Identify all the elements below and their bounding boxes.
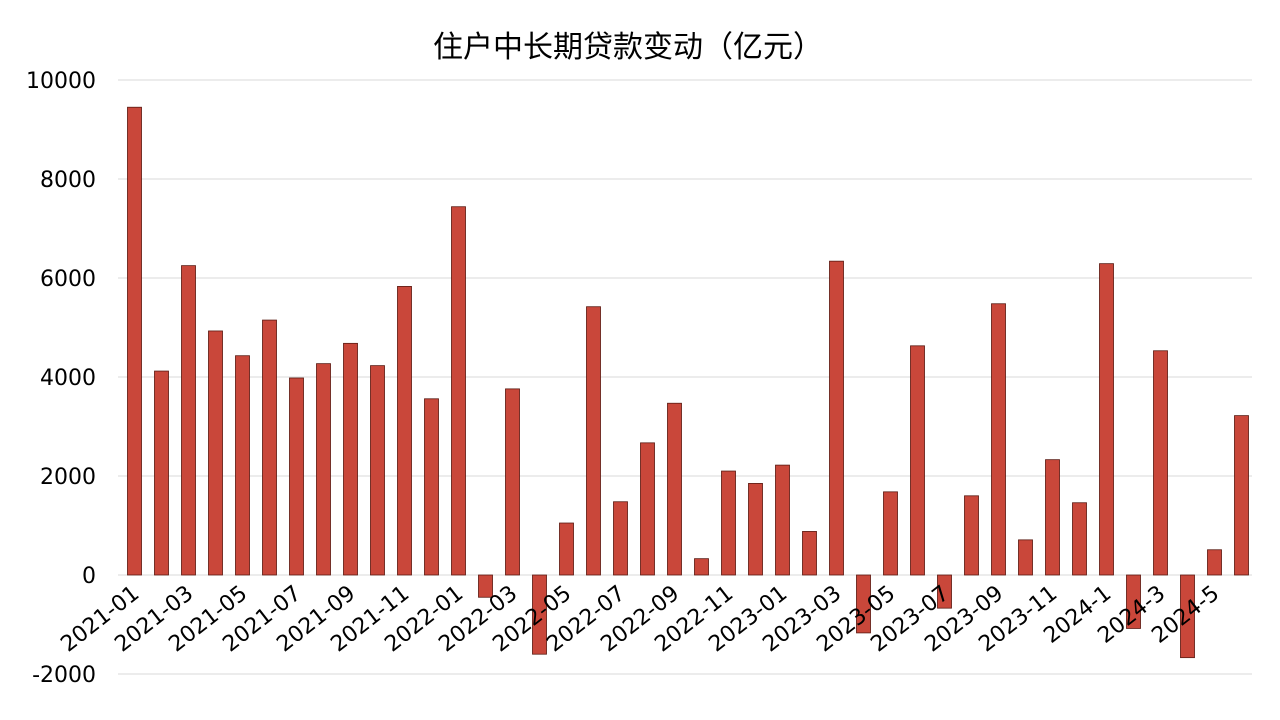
- gridlines: [118, 79, 1252, 675]
- bar-2021-12: [424, 398, 439, 576]
- bar-2021-09: [343, 342, 358, 576]
- x-axis-tick-labels: 2021-012021-032021-052021-072021-092021-…: [56, 581, 1224, 657]
- bar-2024-2: [1126, 574, 1141, 629]
- bar-2023-08: [964, 495, 979, 576]
- bar-2023-06: [910, 345, 925, 576]
- bar-2023-02: [802, 531, 817, 576]
- y-tick-label: -2000: [32, 663, 96, 688]
- bar-2021-11: [397, 286, 412, 576]
- bar-2022-05: [559, 522, 574, 576]
- bar-2023-11: [1045, 459, 1060, 576]
- bar-2022-12: [748, 483, 763, 576]
- y-tick-label: 6000: [40, 267, 96, 292]
- bar-2024-1: [1099, 263, 1114, 576]
- bar-2022-08: [640, 442, 655, 576]
- bar-2022-10: [694, 558, 709, 576]
- bar-2023-04: [856, 574, 871, 634]
- bar-2021-04: [208, 330, 223, 576]
- bar-2023-10: [1018, 539, 1033, 576]
- bar-2023-07: [937, 574, 952, 609]
- bar-2024-3: [1153, 350, 1168, 576]
- bar-2024-4: [1180, 574, 1195, 659]
- y-tick-label: 4000: [40, 366, 96, 391]
- bar-2022-11: [721, 470, 736, 576]
- bar-2021-02: [154, 370, 169, 576]
- y-tick-label: 10000: [26, 69, 96, 94]
- bar-2021-08: [316, 363, 331, 576]
- bar-2021-06: [262, 319, 277, 576]
- bar-2022-02: [478, 574, 493, 598]
- y-tick-label: 8000: [40, 168, 96, 193]
- y-tick-label: 2000: [40, 465, 96, 490]
- bar-2021-05: [235, 355, 250, 576]
- bar-2022-04: [532, 574, 547, 655]
- bar-2024-5: [1207, 549, 1222, 576]
- y-tick-label: 0: [82, 564, 96, 589]
- bar-2023-01: [775, 464, 790, 576]
- bar-2022-03: [505, 388, 520, 576]
- bar-2023-12: [1072, 502, 1087, 576]
- bar-2021-07: [289, 377, 304, 576]
- bar-2021-03: [181, 265, 196, 576]
- bar-2022-07: [613, 501, 628, 576]
- bar-2023-03: [829, 260, 844, 576]
- bar-2022-06: [586, 306, 601, 576]
- bar-2023-05: [883, 491, 898, 576]
- chart-title: 住户中长期贷款变动（亿元）: [433, 30, 823, 65]
- bar-2022-01: [451, 206, 466, 576]
- bar-series: [127, 106, 1249, 659]
- y-axis-tick-labels: -2000 0 2000 4000 6000 8000 10000: [26, 69, 96, 688]
- bar-2022-09: [667, 402, 682, 576]
- bar-2024-6: [1234, 415, 1249, 576]
- bar-2021-10: [370, 365, 385, 576]
- bar-2023-09: [991, 303, 1006, 576]
- bar-2021-01: [127, 106, 142, 576]
